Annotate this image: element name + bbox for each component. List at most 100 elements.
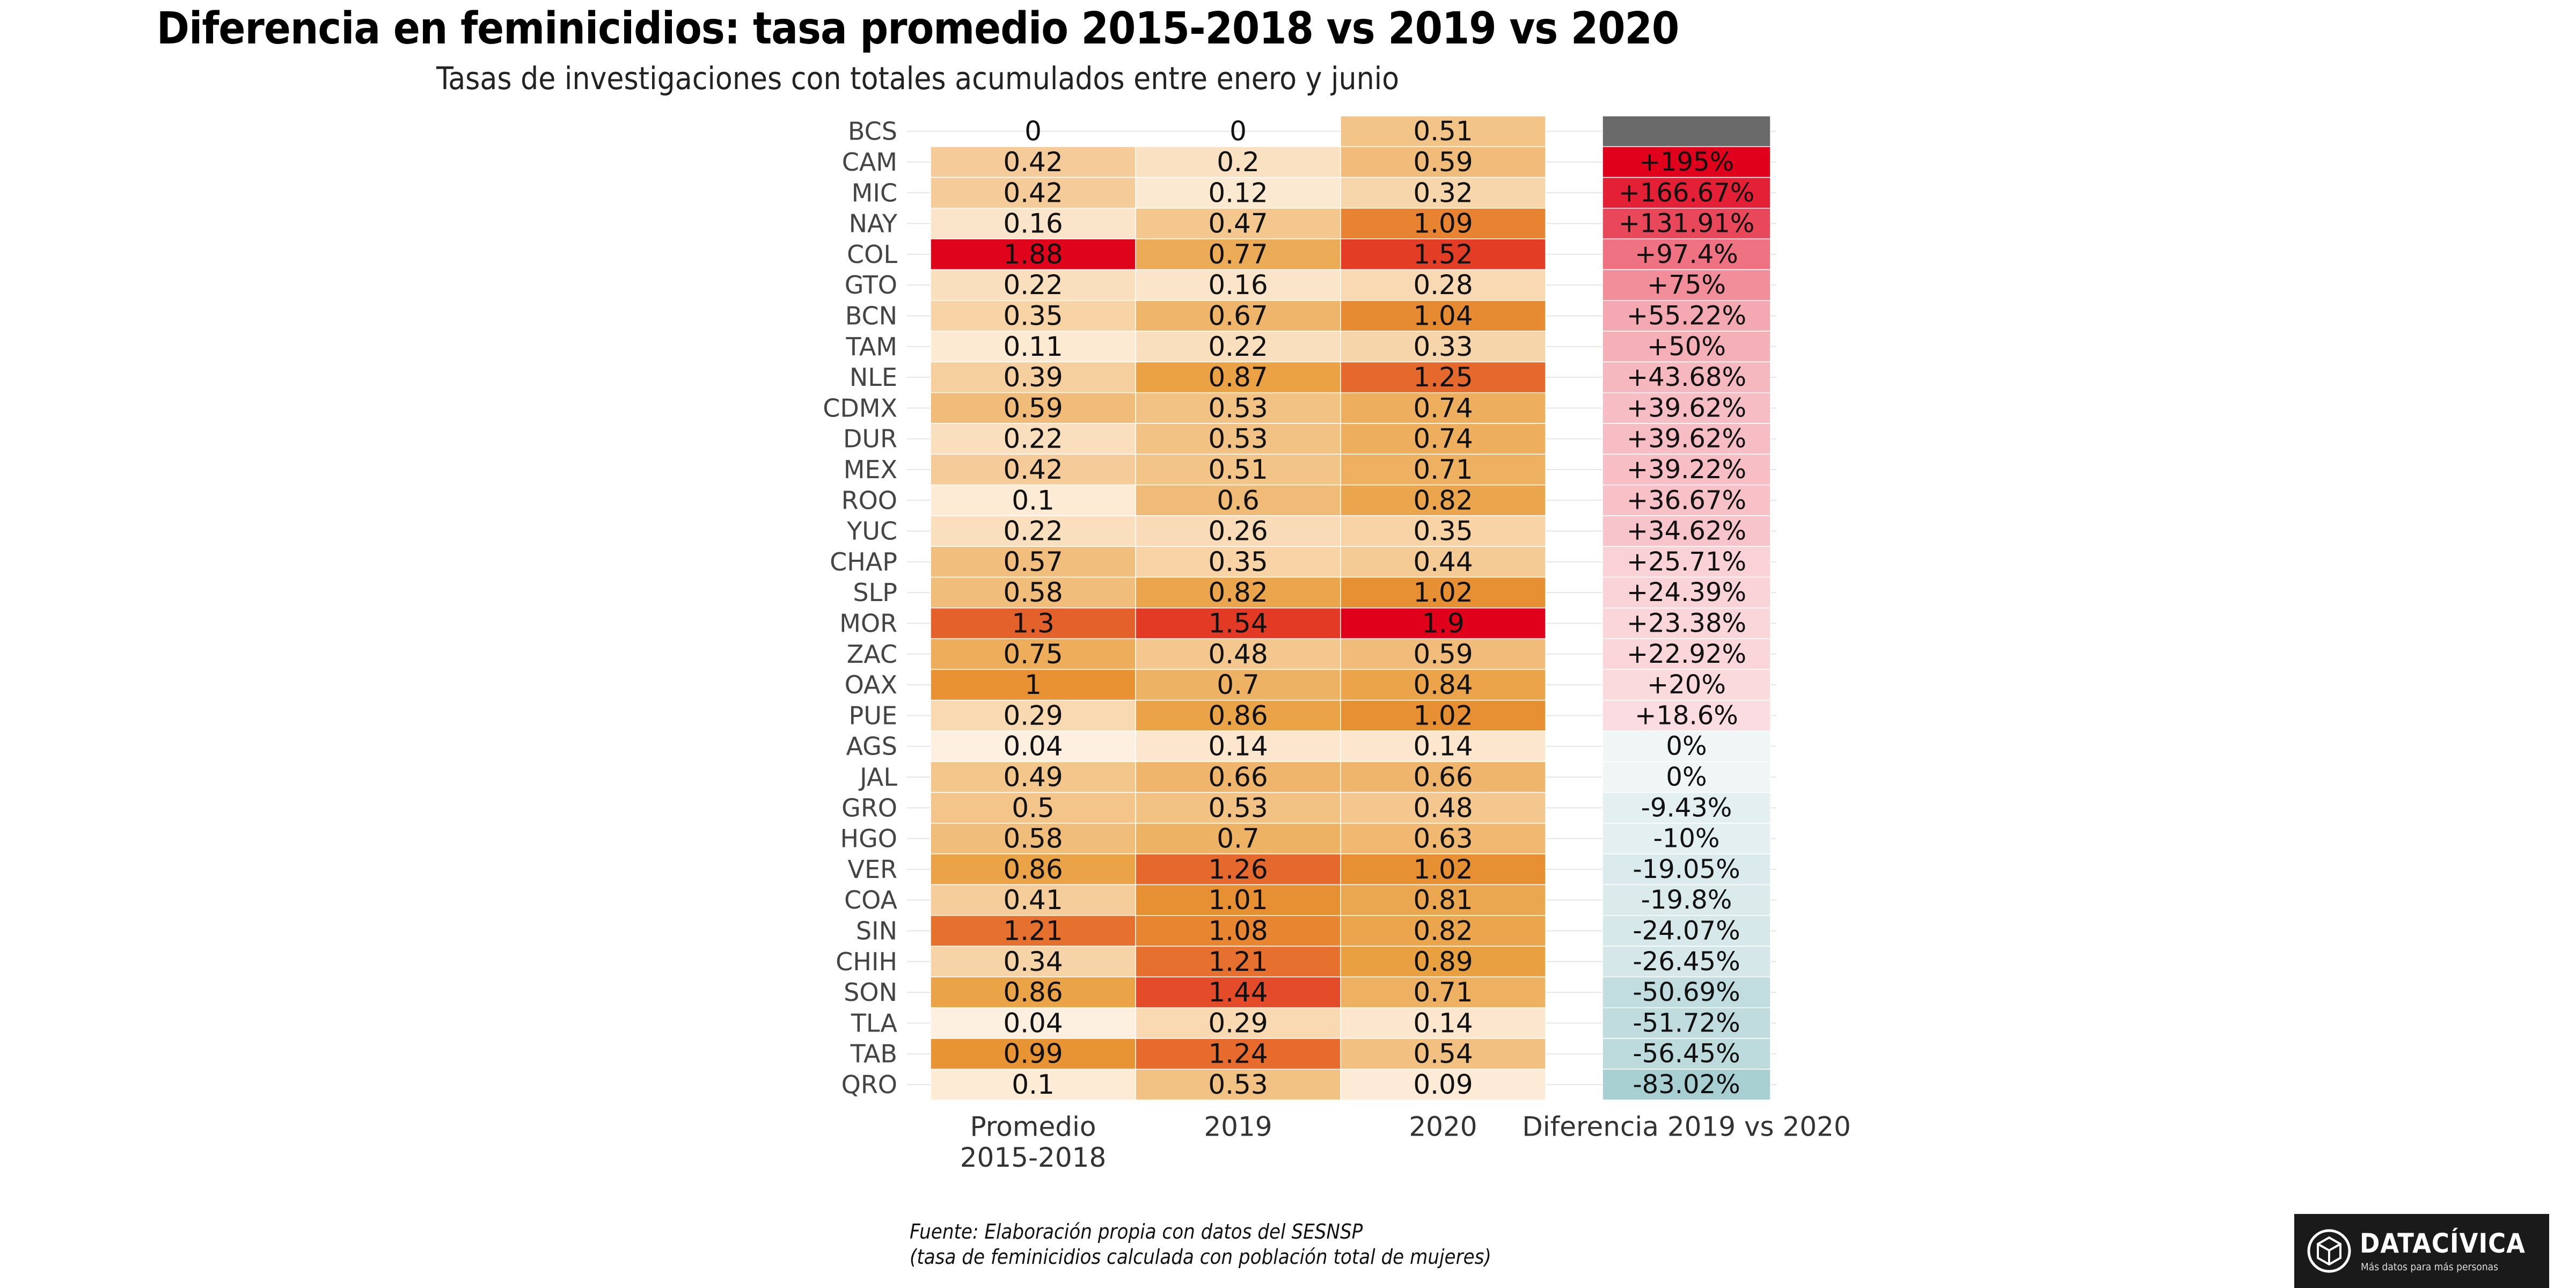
state-label: BCN: [845, 301, 897, 330]
heatmap-cell: [1340, 608, 1546, 639]
diff-value-label: +195%: [1639, 147, 1734, 177]
diff-cell: [1602, 699, 1771, 731]
cell-value-label: 0.53: [1208, 423, 1268, 455]
heatmap-cell: [930, 761, 1136, 793]
state-label: NLE: [850, 363, 897, 392]
heatmap-cell: [1340, 638, 1546, 670]
cell-value-label: 0.57: [1003, 546, 1063, 577]
state-label: CHAP: [830, 547, 897, 576]
cell-value-label: 1.02: [1413, 854, 1473, 885]
diff-cell: [1602, 1007, 1771, 1039]
heatmap-cell: [930, 946, 1136, 978]
heatmap-cell: [1340, 576, 1546, 609]
cell-value-label: 0.35: [1208, 546, 1268, 577]
state-label: AGS: [846, 732, 897, 761]
cell-value-label: 1.01: [1208, 884, 1268, 916]
heatmap-cell: [1135, 976, 1341, 1008]
cell-value-label: 0.7: [1217, 823, 1260, 854]
heatmap-cell: [930, 792, 1136, 824]
cell-value-label: 0.82: [1413, 915, 1473, 946]
cell-value-label: 0.51: [1208, 454, 1268, 485]
state-label: ROO: [841, 486, 897, 515]
diff-cell: [1602, 392, 1771, 424]
diff-cell: [1602, 146, 1771, 178]
heatmap-cell: [930, 823, 1136, 854]
cell-value-label: 0.16: [1003, 208, 1063, 239]
state-label: MIC: [852, 178, 897, 207]
state-label: CHIH: [836, 947, 897, 976]
state-label: OAX: [845, 670, 897, 699]
heatmap-cell: [1340, 238, 1546, 270]
cell-value-label: 1.26: [1208, 854, 1268, 885]
diff-value-label: +23.38%: [1627, 608, 1746, 638]
cell-value-label: 0.71: [1413, 977, 1473, 1008]
heatmap-cell: [1340, 331, 1546, 363]
cell-value-label: 1.08: [1208, 915, 1268, 946]
heatmap-cell: [1135, 208, 1341, 239]
cell-value-label: 1.52: [1413, 239, 1473, 270]
diff-value-label: +55.22%: [1627, 301, 1746, 331]
cell-value-label: 1.02: [1413, 577, 1473, 608]
cell-value-label: 0.29: [1003, 700, 1063, 731]
diff-cell: [1602, 1069, 1771, 1101]
cell-value-label: 0.84: [1413, 669, 1473, 700]
state-label: CDMX: [823, 393, 897, 422]
diff-value-label: +20%: [1647, 670, 1726, 700]
column-label: 2020: [1409, 1111, 1477, 1142]
heatmap-cell: [930, 361, 1136, 393]
cell-value-label: 0: [1024, 116, 1042, 147]
diff-cell: [1602, 269, 1771, 301]
heatmap-cell: [1135, 515, 1341, 547]
cell-value-label: 0.51: [1413, 116, 1473, 147]
cell-value-label: 0.77: [1208, 239, 1268, 270]
state-label: ZAC: [847, 640, 897, 669]
heatmap-cell: [1135, 1007, 1341, 1039]
diff-value-label: +22.92%: [1627, 639, 1746, 669]
column-label: 2019: [1204, 1111, 1272, 1142]
heatmap-cell: [1340, 976, 1546, 1008]
cell-value-label: 0.6: [1217, 485, 1260, 516]
diff-cell: [1602, 638, 1771, 670]
cell-value-label: 0.86: [1003, 977, 1063, 1008]
cell-value-label: 0.04: [1003, 1007, 1063, 1038]
diff-cell: [1602, 853, 1771, 885]
cell-value-label: 0.71: [1413, 454, 1473, 485]
diff-cell: [1602, 238, 1771, 270]
heatmap-cell: [1340, 730, 1546, 763]
heatmap-cell: [930, 238, 1136, 270]
heatmap-cell: [1340, 823, 1546, 854]
diff-value-label: +39.62%: [1627, 424, 1746, 454]
diff-cell: [1602, 761, 1771, 793]
state-label: TAB: [850, 1040, 897, 1069]
diff-cell: [1602, 515, 1771, 547]
cell-value-label: 0.14: [1413, 731, 1473, 762]
cell-value-label: 0.34: [1003, 946, 1063, 977]
cell-value-label: 0.49: [1003, 762, 1063, 793]
cell-value-label: 1.21: [1208, 946, 1268, 977]
diff-value-label: 0%: [1666, 731, 1707, 762]
diff-value-label: +50%: [1647, 332, 1726, 362]
cell-value-label: 0.04: [1003, 731, 1063, 762]
heatmap-cell: [1340, 423, 1546, 455]
heatmap-cell: [1135, 331, 1341, 363]
state-label: VER: [848, 855, 898, 884]
diff-value-label: +34.62%: [1627, 516, 1746, 546]
cell-value-label: 0.42: [1003, 147, 1063, 178]
heatmap-cell: [930, 976, 1136, 1008]
heatmap-cell: [1135, 853, 1341, 885]
cell-value-label: 0.33: [1413, 331, 1473, 362]
diff-value-label: -10%: [1653, 824, 1719, 854]
heatmap-cell: [930, 576, 1136, 609]
cell-value-label: 1.21: [1003, 915, 1063, 946]
diff-value-label: +39.62%: [1627, 393, 1746, 423]
cell-value-label: 0.22: [1003, 423, 1063, 455]
chart-subtitle: Tasas de investigaciones con totales acu…: [436, 60, 1400, 97]
cell-value-label: 0.74: [1413, 423, 1473, 455]
heatmap-cell: [1340, 915, 1546, 947]
cell-value-label: 0.09: [1413, 1069, 1473, 1100]
diff-value-label: +166.67%: [1619, 178, 1755, 208]
cell-value-label: 0.42: [1003, 454, 1063, 485]
cell-value-label: 0.35: [1413, 516, 1473, 547]
cell-value-label: 0.82: [1413, 485, 1473, 516]
